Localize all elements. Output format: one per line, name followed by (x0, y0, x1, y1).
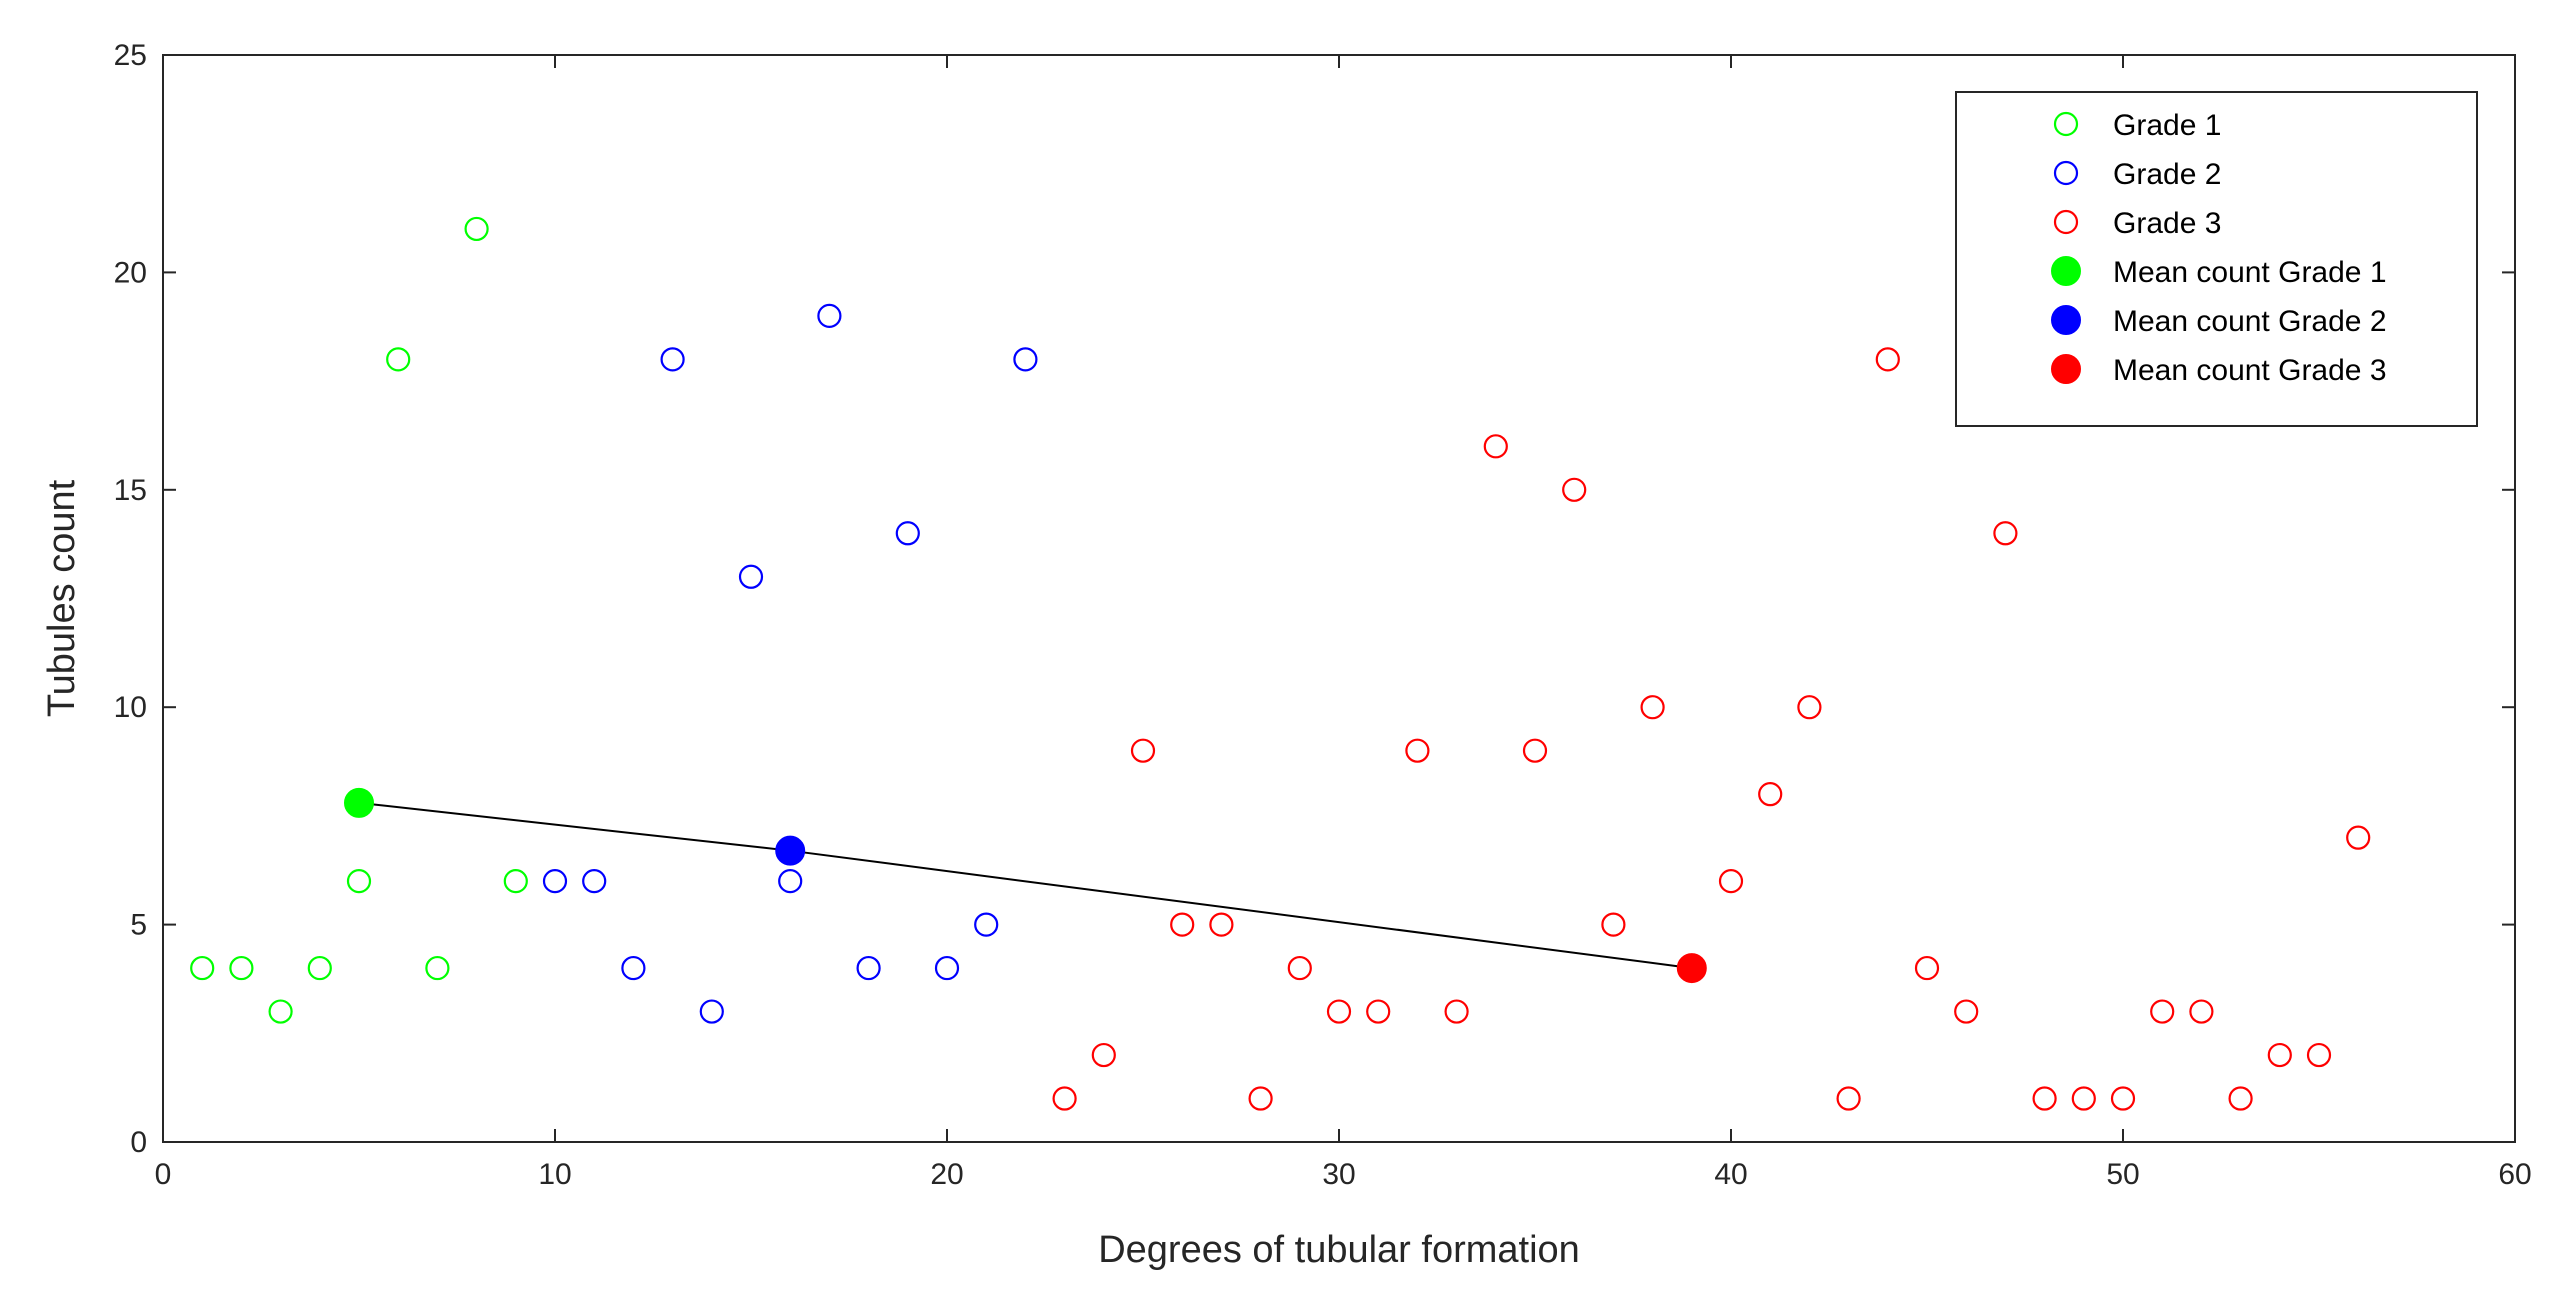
legend-box (1955, 91, 2478, 427)
data-point (464, 216, 489, 242)
data-point (1836, 1086, 1861, 1111)
data-point (1875, 347, 1900, 372)
x-tick-label: 30 (1322, 1158, 1355, 1191)
y-tick-label: 15 (114, 474, 147, 507)
data-point (1993, 521, 2018, 546)
data-point (2071, 1086, 2096, 1111)
x-tick-label: 0 (155, 1158, 172, 1191)
series-mean-count-grade-2 (775, 835, 806, 866)
legend-marker (2053, 209, 2079, 235)
data-point (1091, 1042, 1116, 1068)
data-point (1444, 999, 1469, 1024)
data-point (1209, 912, 1234, 937)
data-point (1914, 955, 1940, 981)
y-tick-label: 10 (114, 691, 147, 724)
data-point (699, 999, 724, 1024)
y-tick-label: 0 (130, 1126, 147, 1159)
data-point (934, 955, 960, 981)
data-point (1718, 869, 1744, 894)
data-point (1052, 1086, 1077, 1111)
legend: Grade 1 Grade 2 Grade 3 Mean count Grade 1 M… (1955, 91, 2478, 427)
x-tick-label: 40 (1714, 1158, 1747, 1191)
data-point (1640, 695, 1665, 720)
x-axis-label: Degrees of tubular formation (1098, 1229, 1580, 1271)
plot-frame (162, 54, 2516, 1143)
data-point (1287, 955, 1312, 981)
data-point (1130, 738, 1156, 763)
data-point (895, 521, 920, 546)
data-point (1483, 434, 1508, 459)
data-point (386, 347, 411, 372)
axis-tick-labels: 0 10 20 30 40 50 60 0 5 10 15 20 25 (114, 39, 2532, 1191)
x-tick-label: 50 (2106, 1158, 2139, 1191)
legend-label: Mean count Grade 2 (2113, 305, 2387, 338)
data-point (1797, 695, 1822, 720)
data-point (2267, 1042, 2292, 1068)
data-point (1954, 999, 1979, 1024)
mean-point (344, 787, 374, 818)
mean-point (775, 835, 806, 866)
mean-point (1676, 953, 1707, 984)
data-point (542, 869, 568, 894)
data-point (1170, 912, 1195, 937)
data-point (1366, 999, 1391, 1024)
data-point (738, 564, 764, 589)
series-mean-count-grade-3 (1676, 953, 1707, 984)
data-point (503, 869, 528, 894)
series-grade-2 (542, 303, 1038, 1024)
data-point (582, 869, 607, 894)
data-point (2228, 1086, 2253, 1111)
legend-label: Mean count Grade 1 (2113, 256, 2387, 289)
data-point (229, 955, 254, 981)
legend-label: Grade 2 (2113, 158, 2221, 191)
data-point (2150, 999, 2175, 1024)
data-point (621, 955, 646, 981)
legend-marker (2051, 305, 2081, 335)
x-tick-label: 60 (2498, 1158, 2531, 1191)
data-point (1601, 912, 1626, 937)
data-point (2110, 1086, 2136, 1111)
legend-label: Grade 1 (2113, 109, 2221, 142)
data-point (817, 303, 842, 328)
y-axis-label: Tubules count (41, 479, 83, 717)
data-points (190, 216, 2371, 1111)
series-mean-count-grade-1 (344, 787, 374, 818)
data-point (425, 955, 450, 981)
legend-label: Grade 3 (2113, 207, 2221, 240)
data-point (1405, 738, 1430, 763)
x-tick-label: 10 (538, 1158, 571, 1191)
legend-marker (2051, 256, 2081, 286)
data-point (778, 869, 803, 894)
series-grade-3 (1052, 347, 2371, 1111)
y-tick-label: 20 (114, 256, 147, 289)
data-point (1248, 1086, 1273, 1111)
legend-marker (2053, 160, 2079, 186)
data-point (856, 955, 881, 981)
data-point (307, 955, 332, 981)
data-point (1562, 477, 1587, 502)
data-point (2032, 1086, 2057, 1111)
data-point (2306, 1042, 2332, 1068)
data-point (190, 955, 215, 981)
data-point (1522, 738, 1548, 763)
data-point (2189, 999, 2214, 1024)
legend-label: Mean count Grade 3 (2113, 354, 2387, 387)
data-point (1758, 782, 1783, 807)
data-point (974, 912, 999, 937)
data-point (268, 999, 293, 1024)
y-tick-label: 5 (130, 909, 147, 942)
data-point (346, 869, 372, 894)
legend-marker (2051, 354, 2081, 384)
data-point (2346, 825, 2371, 850)
data-point (660, 347, 685, 372)
x-tick-label: 20 (930, 1158, 963, 1191)
data-point (1013, 347, 1038, 372)
series-grade-1 (190, 216, 528, 1024)
y-tick-label: 25 (114, 39, 147, 72)
legend-marker (2053, 111, 2079, 137)
data-point (1326, 999, 1352, 1024)
